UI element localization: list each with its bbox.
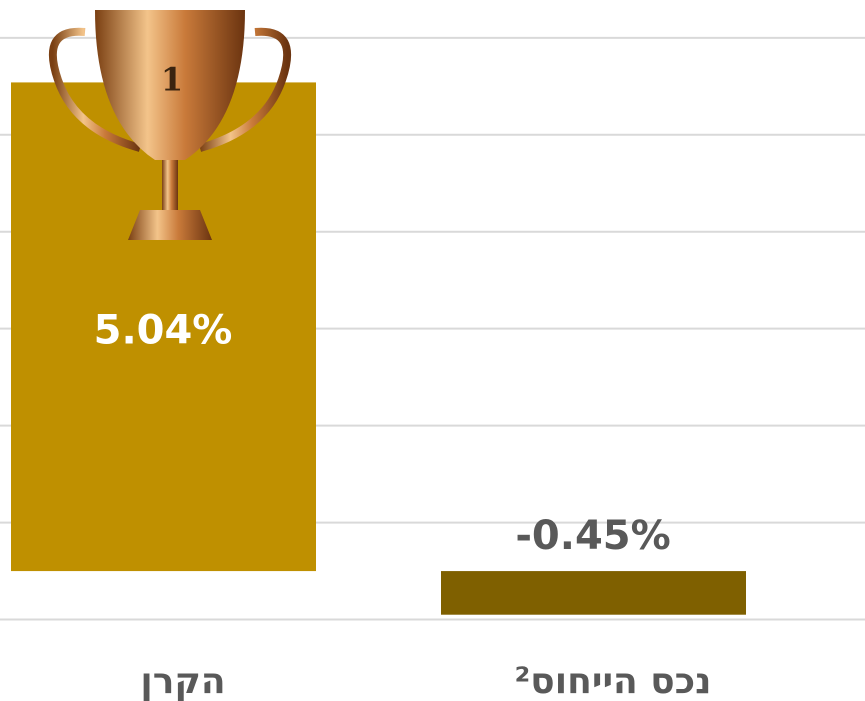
trophy-handle: [198, 27, 292, 152]
trophy-base: [128, 210, 212, 240]
trophy-handle: [48, 27, 142, 152]
value-label: 5.04%: [94, 307, 233, 353]
x-tick-label: הקרן: [140, 661, 225, 701]
bar: [441, 571, 746, 615]
bars: [11, 82, 746, 615]
trophy-icon: 1: [48, 10, 292, 240]
value-label: -0.45%: [515, 513, 670, 559]
trophy-rank: 1: [161, 61, 183, 99]
trophy-stem: [162, 160, 178, 210]
trophy-cup: [95, 10, 245, 160]
x-tick-label: נכס הייחוס²: [515, 661, 712, 701]
